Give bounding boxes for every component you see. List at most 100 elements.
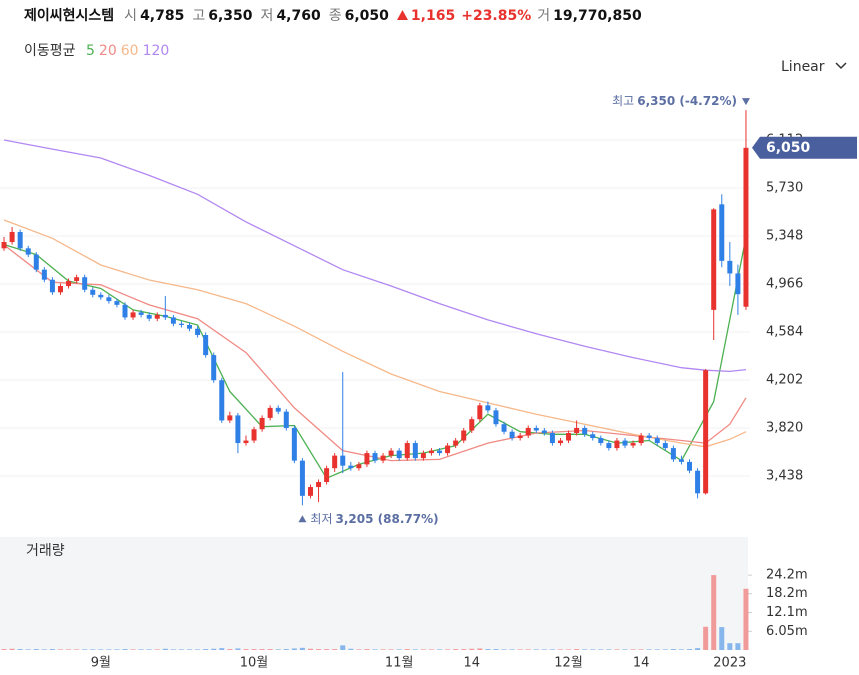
volume-bar (90, 649, 96, 650)
volume-bar (453, 649, 459, 650)
volume-bar (606, 649, 612, 650)
volume-bar (428, 649, 434, 650)
scale-label[interactable]: Linear (781, 59, 825, 75)
quote-label: 시 (124, 8, 138, 24)
volume-bar (324, 649, 330, 650)
volume-bar (614, 649, 620, 650)
candle-body (49, 279, 55, 293)
candle-body (187, 324, 193, 329)
volume-bar (114, 649, 120, 650)
volume-bar (267, 649, 273, 650)
quote-value: 4,760 (276, 8, 321, 24)
candle-body (687, 461, 693, 471)
candle-body (364, 453, 370, 465)
candle-body (299, 460, 305, 496)
candle-body (622, 440, 628, 446)
volume-label: 거 (537, 8, 551, 24)
candle-body (348, 465, 354, 469)
candle-body (509, 431, 515, 439)
candle-body (243, 440, 249, 444)
candle-body (711, 209, 717, 310)
candle-body (654, 438, 660, 444)
volume-bar (598, 649, 604, 650)
volume-tick-label: 12.1m (766, 605, 808, 620)
candle-body (235, 415, 241, 444)
volume-bar (509, 649, 515, 650)
volume-bar (461, 649, 467, 650)
volume-bar (227, 649, 233, 650)
volume-bar (364, 649, 370, 650)
volume-bar (17, 649, 23, 650)
volume-bar (187, 649, 193, 650)
candle-body (356, 464, 362, 469)
candle-body (154, 314, 160, 319)
candle-body (582, 427, 588, 435)
volume-bar (437, 649, 443, 650)
volume-bar (82, 649, 88, 650)
candle-body (106, 297, 112, 302)
candle-body (162, 314, 168, 318)
volume-bar (646, 649, 652, 650)
candle-body (437, 450, 443, 454)
candle-body (267, 407, 273, 418)
volume-tick-label: 6.05m (766, 624, 808, 639)
volume-bar (582, 649, 588, 650)
candle-body (251, 429, 257, 441)
volume-bar (396, 649, 402, 650)
volume-bar (178, 649, 184, 650)
volume-bar (630, 649, 636, 650)
candle-body (211, 355, 217, 381)
volume-bar (469, 648, 475, 650)
price-tag (752, 136, 857, 159)
dropdown-icon[interactable] (835, 61, 847, 71)
volume-bar (203, 649, 209, 650)
ma-line (3, 219, 747, 448)
candle-body (332, 455, 338, 469)
scale-dropdown[interactable]: Linear (781, 59, 847, 75)
candle-body (590, 434, 596, 439)
candle-body (445, 445, 451, 454)
y-tick-label: 3,820 (766, 420, 803, 435)
volume-bar (566, 649, 572, 650)
volume-bar (670, 649, 676, 650)
volume-bar (477, 648, 483, 650)
candle-body (461, 430, 467, 441)
volume-bar (57, 649, 63, 650)
candle-body (533, 427, 539, 431)
volume-bar (316, 649, 322, 650)
volume-bar (340, 645, 346, 650)
candle-body (130, 312, 136, 318)
volume-bar (41, 649, 47, 650)
volume-bar (372, 649, 378, 650)
volume-bar (541, 649, 547, 650)
x-tick-label: 10월 (240, 656, 269, 671)
volume-bar (485, 649, 491, 650)
x-tick-label: 14 (633, 656, 650, 671)
candle-body (227, 415, 233, 421)
volume-bar (49, 649, 55, 650)
candle-body (670, 448, 676, 460)
volume-bar (219, 648, 225, 650)
candle-body (90, 289, 96, 295)
candle-body (678, 459, 684, 462)
candle-body (17, 231, 23, 249)
volume-bar (307, 648, 313, 650)
candle-body (283, 411, 289, 428)
candle-body (727, 260, 733, 274)
volume-bar (380, 649, 386, 650)
volume-bar (154, 649, 160, 650)
volume-bar (638, 649, 644, 650)
volume-bar (445, 649, 451, 650)
x-tick-label: 11월 (385, 656, 414, 671)
volume-bar (703, 626, 709, 650)
candle-body (606, 443, 612, 449)
candle-body (630, 443, 636, 446)
candle-body (614, 440, 620, 449)
stock-name: 제이씨현시스템 (24, 8, 115, 24)
volume-bar (98, 649, 104, 650)
candle-body (549, 433, 555, 444)
volume-bar (743, 588, 749, 650)
candle-body (259, 417, 265, 430)
candle-body (646, 435, 652, 439)
legend-entry: 120 (142, 43, 170, 59)
